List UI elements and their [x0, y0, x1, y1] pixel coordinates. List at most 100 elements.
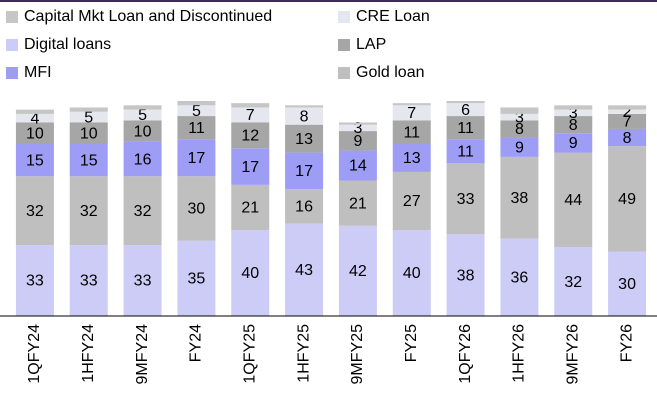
data-label: 30: [188, 201, 206, 218]
legend-label: MFI: [24, 64, 52, 81]
bar-segment: [446, 116, 485, 140]
bar-segment: [392, 103, 431, 106]
bar-segment: [500, 137, 539, 157]
data-label: 2: [623, 104, 632, 121]
bar-segment: [69, 176, 108, 246]
data-label: 11: [457, 120, 474, 137]
data-label: 13: [403, 150, 421, 167]
bar-segment: [231, 122, 270, 149]
bar-segment: [554, 109, 593, 117]
x-tick-label: 1QFY26: [457, 324, 474, 384]
bar-segment: [123, 245, 162, 316]
bar-segment: [608, 105, 647, 110]
bar-segment: [231, 184, 270, 230]
legend-swatch: [338, 67, 350, 79]
bar-segment: [392, 144, 431, 172]
data-label: 42: [349, 263, 367, 280]
x-tick-label: 9MFY26: [564, 324, 581, 385]
bar-segment: [231, 103, 270, 108]
legend-label: LAP: [356, 36, 386, 53]
data-label: 21: [349, 195, 367, 212]
data-label: 36: [511, 270, 529, 287]
bar-segment: [177, 101, 216, 106]
data-label: 10: [26, 125, 44, 142]
legend-swatch: [338, 11, 350, 23]
data-label: 32: [134, 203, 152, 220]
legend-swatch: [338, 39, 350, 51]
data-label: 8: [300, 108, 309, 125]
bar-segment: [231, 230, 270, 316]
x-tick-label: 1HFY26: [511, 324, 528, 383]
bar-segment: [500, 113, 539, 121]
bar-segment: [500, 120, 539, 138]
bar-segment: [554, 116, 593, 134]
bar-segment: [177, 105, 216, 117]
data-label: 40: [241, 265, 259, 282]
bar-segment: [15, 144, 54, 177]
data-label: 6: [461, 102, 470, 119]
data-label: 11: [403, 124, 420, 141]
data-label: 8: [515, 121, 524, 138]
data-label: 21: [241, 200, 259, 217]
bar-segment: [15, 113, 54, 123]
bar-segment: [500, 107, 539, 114]
x-tick-label: FY24: [188, 324, 205, 362]
bar-segment: [446, 103, 485, 117]
data-label: 3: [569, 105, 578, 122]
bar-segment: [285, 223, 324, 316]
data-label: 33: [80, 273, 98, 290]
bar-segment: [69, 111, 108, 123]
data-label: 9: [569, 135, 578, 152]
data-label: 35: [188, 271, 206, 288]
x-tick-label: 1QFY24: [26, 324, 43, 384]
bar-segment: [285, 124, 324, 153]
bar-segment: [231, 107, 270, 123]
data-label: 33: [26, 273, 44, 290]
data-label: 7: [623, 114, 632, 131]
data-label: 16: [295, 199, 313, 216]
bar-segment: [231, 148, 270, 185]
data-label: 15: [80, 152, 98, 169]
data-label: 27: [403, 193, 421, 210]
data-label: 8: [623, 130, 632, 147]
bar-segment: [500, 238, 539, 316]
bar-segment: [15, 176, 54, 246]
data-label: 38: [511, 190, 529, 207]
data-label: 44: [564, 192, 582, 209]
legend-label: Digital loans: [24, 36, 111, 53]
bar-segment: [285, 152, 324, 190]
bar-segment: [69, 107, 108, 112]
data-label: 4: [30, 110, 39, 127]
data-label: 14: [349, 158, 367, 175]
data-label: 5: [138, 107, 147, 124]
data-label: 11: [188, 120, 205, 137]
data-label: 16: [134, 151, 152, 168]
data-label: 10: [80, 125, 98, 142]
data-label: 13: [295, 131, 313, 148]
bar-segment: [338, 131, 377, 151]
bar-segment: [285, 189, 324, 224]
data-label: 10: [134, 123, 152, 140]
bar-segment: [392, 120, 431, 144]
bar-segment: [15, 109, 54, 114]
x-tick-label: 1HFY25: [295, 324, 312, 383]
bar-segment: [285, 107, 324, 125]
bar-segment: [177, 139, 216, 177]
bar-segment: [554, 247, 593, 316]
bar-segment: [608, 128, 647, 147]
bar-segment: [392, 105, 431, 121]
bar-segment: [123, 109, 162, 121]
bar-segment: [392, 230, 431, 316]
data-label: 33: [457, 191, 475, 208]
data-label: 12: [241, 128, 259, 145]
bar-segment: [123, 105, 162, 110]
bar-segment: [69, 122, 108, 144]
bar-segment: [177, 240, 216, 316]
data-label: 43: [295, 262, 313, 279]
bar-segment: [554, 152, 593, 248]
data-label: 33: [134, 273, 152, 290]
bar-segment: [446, 139, 485, 164]
bar-segment: [446, 101, 485, 104]
bar-segment: [608, 113, 647, 129]
